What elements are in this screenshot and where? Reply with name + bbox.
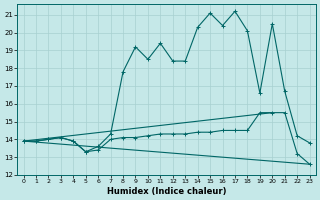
- X-axis label: Humidex (Indice chaleur): Humidex (Indice chaleur): [107, 187, 226, 196]
